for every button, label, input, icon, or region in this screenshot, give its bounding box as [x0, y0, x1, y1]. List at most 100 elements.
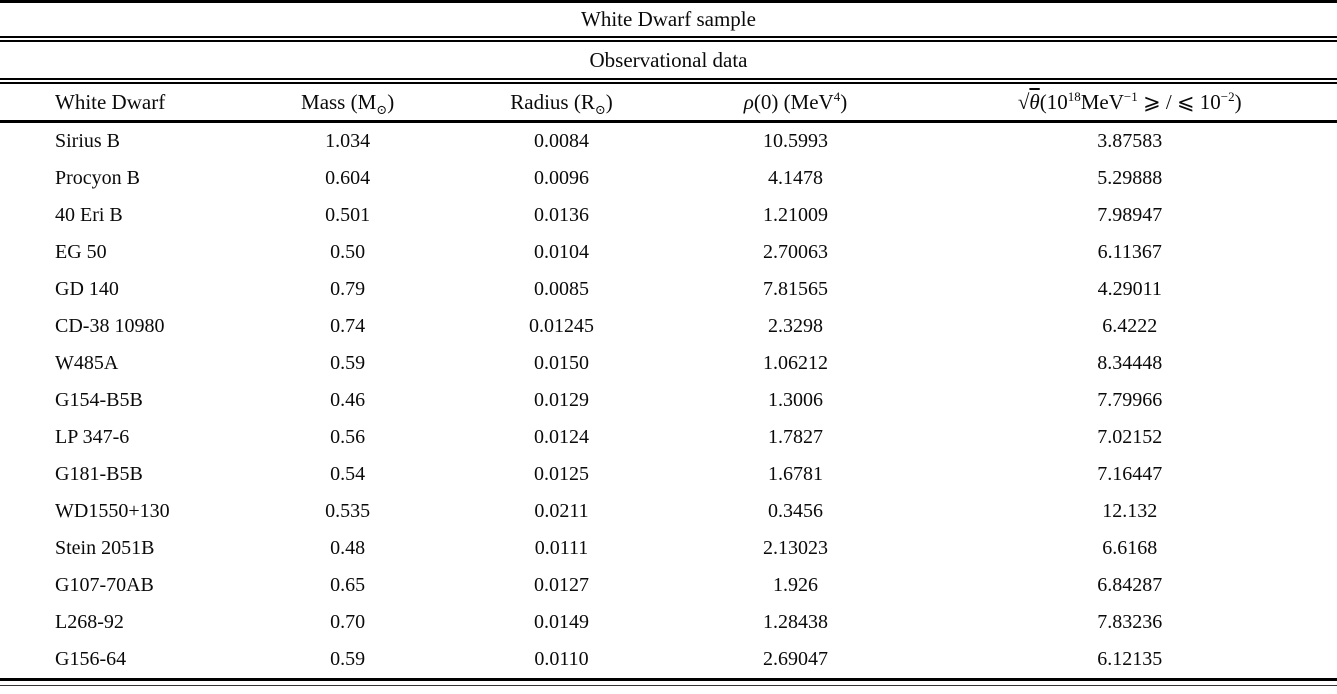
cell-white-dwarf: 40 Eri B	[55, 204, 123, 226]
table-bottom-rule	[0, 685, 1337, 686]
cell-white-dwarf: G107-70AB	[55, 574, 154, 596]
cell-radius: 0.0149	[534, 611, 590, 633]
cell-radius: 0.0150	[534, 352, 590, 374]
cell-white-dwarf: G154-B5B	[55, 389, 143, 411]
table-body: Sirius B 1.034 0.0084 10.5993 3.87583 Pr…	[0, 122, 1337, 681]
cell-radius: 0.0084	[534, 130, 590, 152]
table-row: WD1550+130 0.535 0.0211 0.3456 12.132	[0, 493, 1337, 530]
cell-radius: 0.0124	[534, 426, 590, 448]
theta-exp-18: 18	[1067, 88, 1081, 104]
cell-mass: 0.48	[330, 537, 366, 559]
col-header-theta: √θ(1018MeV−1 ⩾ / ⩽ 10−2)	[922, 81, 1337, 123]
cell-radius: 0.0129	[534, 389, 590, 411]
cell-mass: 0.70	[330, 611, 366, 633]
col-header-white-dwarf: White Dwarf	[0, 81, 241, 123]
cell-radius: 0.0111	[534, 537, 589, 559]
cell-mass: 0.74	[330, 315, 366, 337]
cell-white-dwarf: GD 140	[55, 278, 119, 300]
cell-white-dwarf: W485A	[55, 352, 119, 374]
cell-rho: 1.3006	[767, 389, 823, 411]
theta-header-p2: MeV	[1080, 89, 1124, 114]
cell-white-dwarf: Procyon B	[55, 167, 140, 189]
theta-symbol: θ	[1029, 89, 1040, 114]
theta-exp-m1: −1	[1123, 88, 1138, 104]
cell-theta: 8.34448	[1097, 352, 1163, 374]
cell-theta: 7.79966	[1097, 389, 1163, 411]
cell-mass: 0.59	[330, 352, 366, 374]
cell-rho: 1.926	[772, 574, 818, 596]
cell-radius: 0.0096	[534, 167, 590, 189]
table-row: Sirius B 1.034 0.0084 10.5993 3.87583	[0, 122, 1337, 161]
cell-radius: 0.0127	[534, 574, 590, 596]
cell-radius: 0.0136	[534, 204, 590, 226]
table-row: Stein 2051B 0.48 0.0111 2.13023 6.6168	[0, 530, 1337, 567]
table-header-row: White Dwarf Mass (M ⊙) Radius (R⊙) ρ(0) (…	[0, 81, 1337, 123]
radius-header-close: )	[605, 89, 613, 114]
cell-mass: 0.56	[330, 426, 366, 448]
table-row: EG 50 0.50 0.0104 2.70063 6.11367	[0, 234, 1337, 271]
table-title-row: White Dwarf sample	[0, 0, 1337, 42]
theta-exp-m2: −2	[1220, 88, 1235, 104]
cell-theta: 7.16447	[1097, 463, 1163, 485]
table-row: Procyon B 0.604 0.0096 4.1478 5.29888	[0, 160, 1337, 197]
table-row: L268-92 0.70 0.0149 1.28438 7.83236	[0, 604, 1337, 641]
cell-radius: 0.0110	[454, 641, 669, 681]
cell-rho: 1.21009	[762, 204, 828, 226]
cell-mass: 0.54	[330, 463, 366, 485]
cell-rho: 2.3298	[767, 315, 823, 337]
solar-symbol: ⊙	[594, 101, 606, 117]
col-header-radius: Radius (R⊙)	[454, 81, 669, 123]
cell-mass: 0.59	[240, 641, 455, 681]
rho-exponent: 4	[833, 88, 841, 104]
table-subtitle-row: Observational data	[0, 39, 1337, 84]
cell-white-dwarf: G181-B5B	[55, 463, 143, 485]
cell-white-dwarf: WD1550+130	[55, 500, 170, 522]
table-row: G154-B5B 0.46 0.0129 1.3006 7.79966	[0, 382, 1337, 419]
table-row: 40 Eri B 0.501 0.0136 1.21009 7.98947	[0, 197, 1337, 234]
cell-theta: 6.12135	[922, 641, 1337, 681]
cell-theta: 6.4222	[1102, 315, 1158, 337]
table-row: W485A 0.59 0.0150 1.06212 8.34448	[0, 345, 1337, 382]
cell-theta: 6.6168	[1102, 537, 1158, 559]
cell-rho: 1.28438	[762, 611, 828, 633]
cell-radius: 0.01245	[529, 315, 595, 337]
cell-theta: 3.87583	[1097, 130, 1163, 152]
cell-rho: 1.7827	[767, 426, 823, 448]
cell-theta: 6.11367	[1097, 241, 1162, 263]
cell-radius: 0.0085	[534, 278, 590, 300]
cell-mass: 0.604	[325, 167, 371, 189]
cell-rho: 2.69047	[668, 641, 923, 681]
cell-theta: 7.83236	[1097, 611, 1163, 633]
cell-white-dwarf: LP 347-6	[55, 426, 130, 448]
cell-theta: 7.02152	[1097, 426, 1163, 448]
table-row: CD-38 10980 0.74 0.01245 2.3298 6.4222	[0, 308, 1337, 345]
table-head: White Dwarf sample Observational data Wh…	[0, 0, 1337, 123]
theta-header-p3: ⩾ / ⩽ 10	[1137, 89, 1221, 114]
rho-header-text: (0) (MeV	[753, 89, 834, 114]
cell-rho: 7.81565	[762, 278, 828, 300]
cell-white-dwarf: G156-64	[0, 641, 241, 681]
cell-radius: 0.0104	[534, 241, 590, 263]
table-row: G156-64 0.59 0.0110 2.69047 6.12135	[0, 641, 1337, 681]
cell-white-dwarf: CD-38 10980	[55, 315, 165, 337]
col-header-rho: ρ(0) (MeV4)	[668, 81, 923, 123]
radius-header-text: Radius (R	[510, 89, 595, 114]
cell-white-dwarf: Stein 2051B	[55, 537, 155, 559]
cell-rho: 2.70063	[762, 241, 828, 263]
cell-mass: 0.46	[330, 389, 366, 411]
table-row: G181-B5B 0.54 0.0125 1.6781 7.16447	[0, 456, 1337, 493]
cell-radius: 0.0125	[534, 463, 590, 485]
cell-mass: 0.501	[325, 204, 371, 226]
table-row: G107-70AB 0.65 0.0127 1.926 6.84287	[0, 567, 1337, 604]
table-row: GD 140 0.79 0.0085 7.81565 4.29011	[0, 271, 1337, 308]
sqrt-symbol: √	[1017, 89, 1030, 114]
cell-rho: 2.13023	[762, 537, 828, 559]
cell-theta: 7.98947	[1097, 204, 1163, 226]
cell-white-dwarf: Sirius B	[55, 130, 121, 152]
mass-header-text: Mass (M	[301, 89, 377, 114]
cell-rho: 1.6781	[767, 463, 823, 485]
cell-rho: 10.5993	[762, 130, 828, 152]
theta-header-close: )	[1234, 89, 1242, 114]
